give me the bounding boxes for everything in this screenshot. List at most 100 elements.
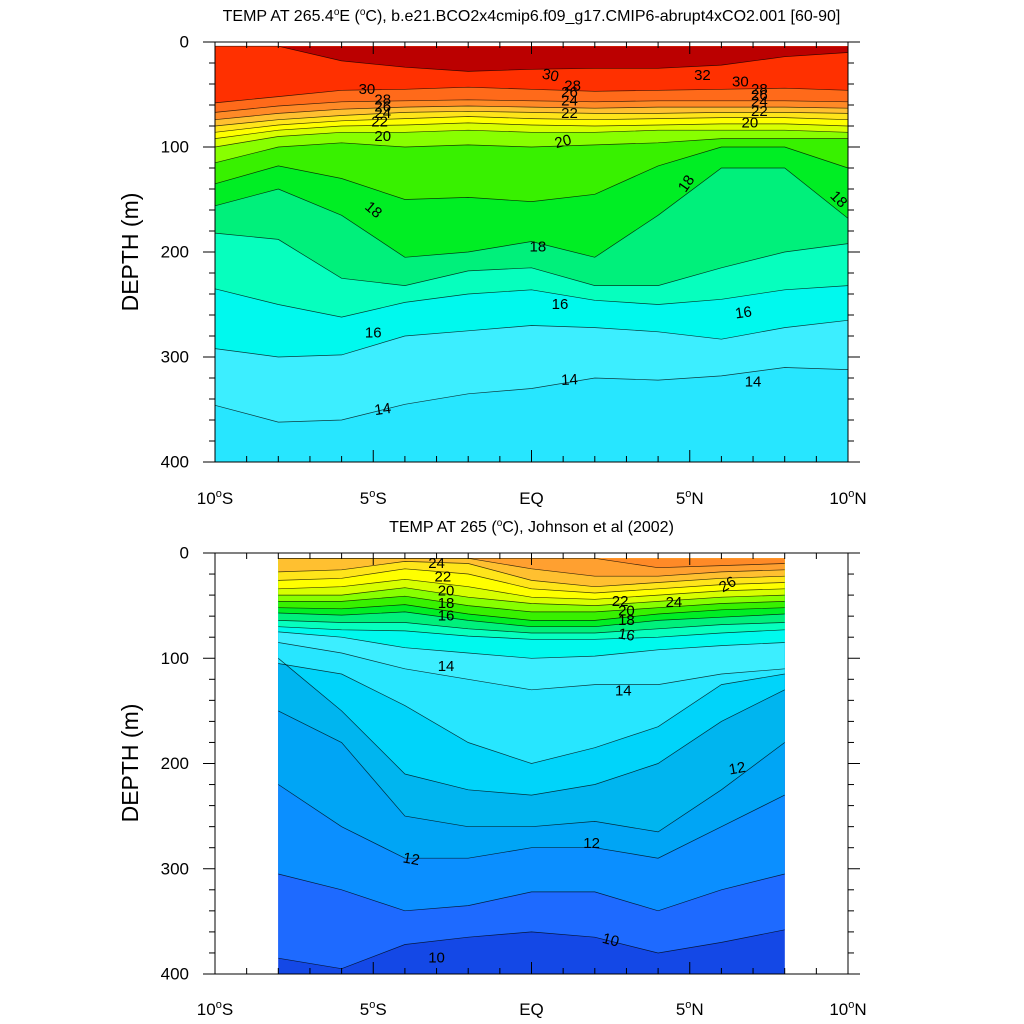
contour-label: 10 [600, 930, 621, 951]
contour-label: 24 [561, 92, 578, 109]
contour-line-13.5 [278, 663, 785, 764]
contour-label: 20 [438, 582, 455, 599]
contour-label: 30 [732, 73, 749, 90]
chart-title: TEMP AT 265.4oE (oC), b.e21.BCO2x4cmip6.… [223, 7, 841, 25]
contour-line-18 [278, 611, 785, 628]
y-tick-label: 400 [161, 453, 189, 472]
contour-label: 26 [561, 84, 578, 101]
y-tick-label: 0 [180, 33, 189, 52]
contour-line-32 [215, 45, 849, 72]
contour-line-21 [214, 129, 849, 148]
contour-label: 22 [435, 569, 452, 586]
contour-fills [278, 558, 785, 974]
contour-line-15 [214, 319, 849, 358]
contour-line-22 [278, 578, 785, 600]
contour-label: 24 [751, 93, 768, 110]
y-tick-label: 200 [161, 243, 189, 262]
contour-line-17 [214, 232, 849, 286]
contour-label: 12 [402, 849, 421, 869]
contour-line-20 [278, 595, 785, 613]
contour-label: 20 [742, 114, 759, 131]
contour-label: 12 [583, 835, 600, 852]
contour-line-11.5 [278, 784, 785, 859]
contour-label: 22 [561, 105, 578, 122]
contour-line-18 [214, 167, 849, 258]
y-axis-label: DEPTH (m) [117, 193, 143, 312]
contour-line-23 [214, 116, 849, 133]
y-tick-label: 300 [161, 859, 189, 878]
x-tick-label: 5oN [676, 999, 704, 1019]
axis-ticks [203, 41, 860, 463]
contour-label: 32 [694, 67, 711, 84]
x-tick-label: 10oN [829, 488, 866, 508]
chart-title: TEMP AT 265 (oC), Johnson et al (2002) [389, 518, 674, 536]
contour-line-23 [278, 568, 785, 594]
contour-label: 14 [438, 658, 455, 675]
x-tick-label: 5oS [360, 999, 387, 1019]
bottom-panel: 24222018161412102220181614121024261210oS… [117, 518, 867, 1019]
contour-line-19 [278, 604, 785, 621]
contour-label: 28 [374, 91, 391, 108]
contour-line-14 [214, 367, 849, 423]
contour-label: 22 [612, 593, 629, 610]
contour-line-30 [214, 86, 849, 104]
contour-label: 14 [745, 374, 762, 391]
contour-line-15 [278, 631, 785, 659]
contour-line-19 [214, 146, 849, 202]
contour-line-20 [214, 138, 848, 164]
contour-label: 20 [618, 602, 635, 619]
y-tick-label: 200 [161, 754, 189, 773]
contour-label: 18 [529, 238, 546, 255]
contour-fill-26 [278, 558, 785, 568]
contour-label: 20 [553, 131, 574, 152]
contour-line-14 [278, 642, 785, 691]
contour-label: 16 [552, 296, 569, 313]
contour-line-16 [214, 285, 849, 318]
x-tick-label: 5oS [360, 488, 387, 508]
y-tick-label: 400 [161, 965, 189, 984]
contour-line-28 [214, 99, 849, 113]
contour-label: 30 [541, 66, 561, 86]
contour-label: 24 [428, 555, 445, 572]
contour-label: 22 [371, 113, 388, 130]
contour-label: 16 [734, 303, 753, 322]
contour-label: 24 [666, 594, 683, 611]
contour-label: 14 [615, 682, 632, 699]
y-tick-label: 0 [180, 544, 189, 563]
contour-label: 16 [617, 625, 636, 645]
contour-lines [214, 45, 849, 423]
contour-line-11 [278, 873, 785, 912]
contour-label: 14 [561, 371, 579, 389]
contour-label: 16 [365, 324, 382, 341]
x-tick-label: EQ [519, 1000, 544, 1019]
x-tick-label: 10oN [829, 999, 866, 1019]
contour-line-26 [214, 105, 849, 121]
contour-label: 26 [751, 87, 768, 104]
contour-label: 12 [728, 759, 747, 779]
contour-label: 18 [675, 172, 698, 195]
x-tick-label: 10oS [197, 999, 233, 1019]
contour-label: 26 [716, 573, 739, 596]
contour-line-24 [214, 110, 849, 127]
contour-label: 28 [564, 78, 581, 95]
contour-label: 18 [438, 595, 455, 612]
axis-ticks [203, 552, 860, 975]
contour-label: 18 [618, 612, 635, 629]
x-tick-label: 10oS [197, 488, 233, 508]
contour-lines [278, 557, 785, 975]
contour-label: 24 [374, 105, 391, 122]
contour-fills [215, 46, 848, 462]
contour-line-12 [278, 710, 785, 833]
contour-label: 28 [751, 81, 768, 98]
contour-label: 14 [373, 400, 392, 419]
contour-line-24 [278, 561, 785, 588]
contour-line-21 [278, 587, 785, 606]
contour-line-10 [278, 929, 785, 970]
y-axis-label: DEPTH (m) [117, 704, 143, 823]
contour-line-16 [278, 626, 785, 640]
contour-line-22 [214, 122, 849, 139]
